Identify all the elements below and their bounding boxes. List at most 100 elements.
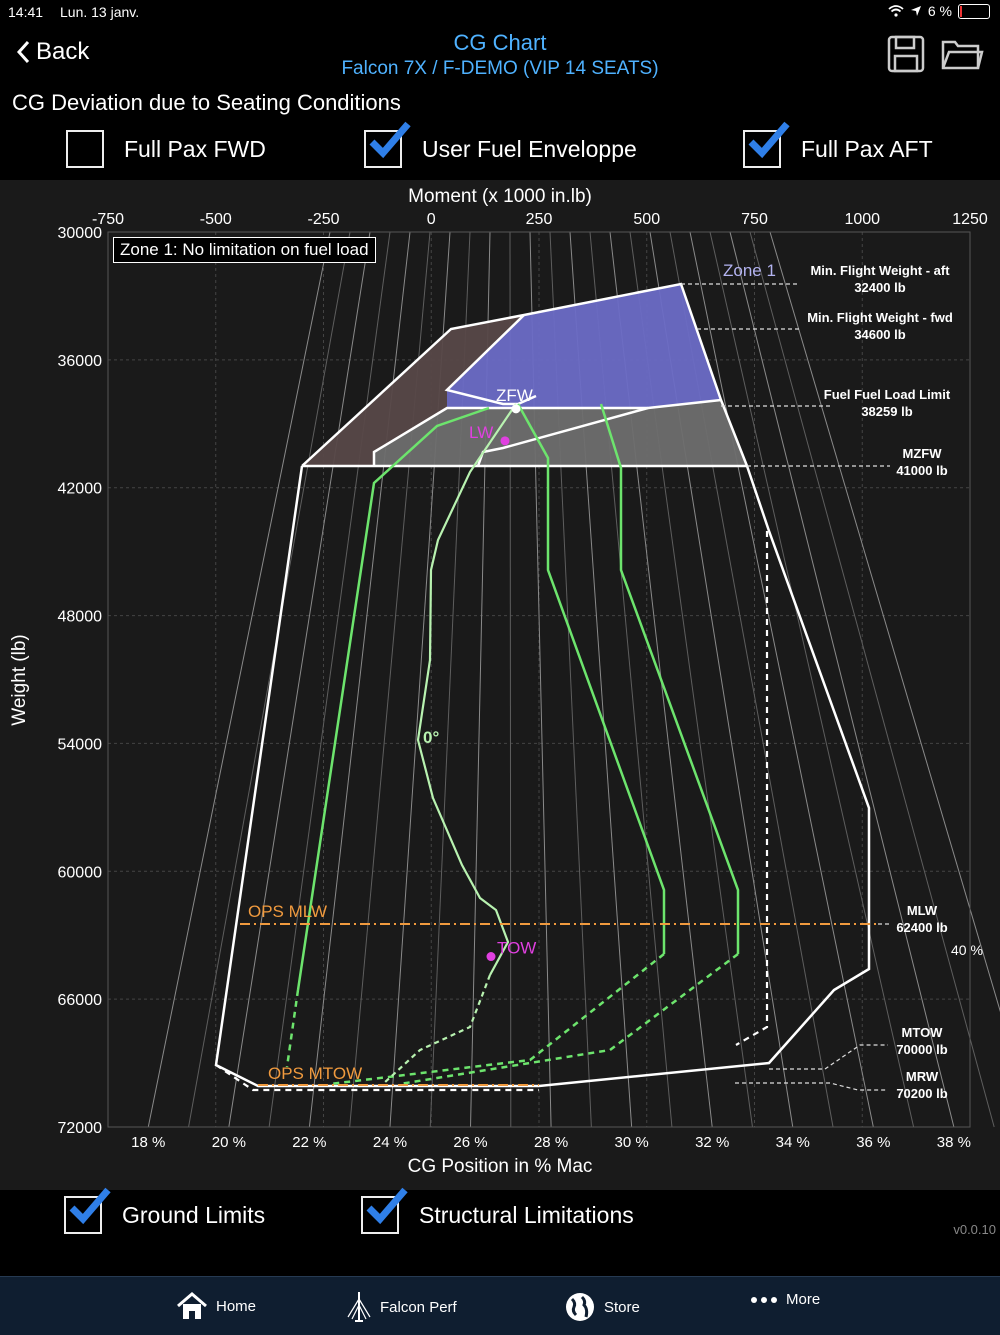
checkbox-box — [361, 1187, 408, 1234]
status-bar: 14:41 Lun. 13 janv. 6 % — [0, 0, 1000, 26]
right-label-title: MRW — [905, 1069, 939, 1084]
structural-limitations-checkbox[interactable]: Structural Limitations — [361, 1187, 634, 1234]
tab-store[interactable]: Store — [564, 1291, 640, 1323]
user-fuel-enveloppe-checkbox[interactable]: User Fuel Enveloppe — [364, 121, 637, 168]
nav-bar: Back CG Chart Falcon 7X / F-DEMO (VIP 14… — [0, 26, 1000, 90]
right-label-value: 41000 lb — [896, 463, 948, 478]
checkbox-box — [364, 121, 411, 168]
zone-label: Zone 1 — [723, 261, 776, 280]
tab-more[interactable]: More — [750, 1291, 820, 1308]
section-title: CG Deviation due to Seating Conditions — [12, 90, 401, 115]
y-tick-label: 42000 — [58, 481, 103, 498]
top-tick-label: -750 — [92, 211, 124, 228]
folder-icon[interactable] — [940, 34, 984, 74]
label-mtow: MTOW 70000 lb — [884, 1024, 960, 1058]
top-tick-label: 0 — [427, 211, 436, 228]
upper-envelope-region — [302, 315, 524, 466]
bottom-tick-label: 34 % — [776, 1134, 810, 1151]
location-icon — [910, 6, 921, 16]
top-tick-label: -250 — [307, 211, 339, 228]
y-tick-label: 30000 — [58, 225, 103, 242]
checkmark-icon — [69, 1187, 111, 1225]
right-label-title: MZFW — [902, 446, 942, 461]
point-label: ZFW — [496, 386, 533, 405]
upper-envelope-outline — [301, 282, 749, 467]
tab-home[interactable]: Home — [176, 1291, 256, 1321]
right-label-value: 38259 lb — [861, 404, 913, 419]
bottom-tick-label: 18 % — [131, 1134, 165, 1151]
battery-percent: 6 % — [927, 3, 952, 19]
right-label-title: Min. Flight Weight - fwd — [807, 310, 953, 325]
zone1-inner-outline — [444, 314, 537, 406]
mac-line — [769, 231, 1000, 1013]
structural-label: Structural Limitations — [419, 1201, 634, 1228]
ground-limits-checkbox[interactable]: Ground Limits — [64, 1187, 265, 1234]
bottom-tick-label: 38 % — [937, 1134, 971, 1151]
mac-line — [188, 231, 351, 1128]
fuel-curve-mid-dashed — [329, 953, 665, 1086]
full-pax-aft-checkbox[interactable]: Full Pax AFT — [743, 121, 933, 168]
falcon-icon — [347, 1292, 371, 1322]
zone1-region — [447, 284, 721, 408]
globe-icon — [566, 1293, 594, 1321]
label-min-flight-weight-fwd: Min. Flight Weight - fwd 34600 lb — [800, 309, 960, 343]
right-label-value: 32400 lb — [854, 280, 906, 295]
user-fuel-curve-dashed — [382, 974, 492, 1085]
tab-label: Store — [604, 1298, 640, 1316]
right-label-title: Fuel Fuel Load Limit — [823, 387, 951, 402]
full-pax-fwd-checkbox[interactable]: Full Pax FWD — [66, 130, 266, 168]
save-icon[interactable] — [886, 34, 926, 74]
chevron-left-icon — [16, 40, 30, 64]
point-label: TOW — [497, 939, 536, 958]
fuel-curve-aft-dashed — [399, 953, 739, 1086]
right-label-title: MLW — [906, 903, 938, 918]
bottom-tick-label: 32 % — [695, 1134, 729, 1151]
zone-note: Zone 1: No limitation on fuel load — [113, 237, 376, 263]
battery-icon — [958, 3, 990, 19]
mtow-dashed-limit — [735, 531, 769, 1046]
point-lw — [500, 436, 510, 446]
checkbox-box — [743, 121, 790, 168]
plot-frame — [107, 231, 971, 1128]
tab-label: More — [786, 1291, 821, 1308]
right-label-value: 70200 lb — [896, 1086, 948, 1101]
ops-mlw-label: OPS MLW — [248, 902, 328, 921]
right-label-title: Min. Flight Weight - aft — [810, 263, 950, 278]
label-leaders — [681, 283, 890, 1091]
version-label: v0.0.10 — [953, 1222, 996, 1237]
right-label-value: 34600 lb — [854, 327, 906, 342]
mac-line — [689, 231, 874, 1128]
user-fuel-curve — [416, 403, 517, 976]
top-tick-label: 750 — [741, 211, 768, 228]
bottom-tick-label: 30 % — [615, 1134, 649, 1151]
home-icon — [177, 1292, 207, 1319]
label-mlw: MLW 62400 lb — [884, 902, 960, 936]
point-label: LW — [469, 423, 493, 442]
more-icon — [751, 1296, 777, 1303]
weight-axis-title: Weight (lb) — [9, 634, 30, 726]
page-title: CG Chart — [453, 30, 547, 55]
label-min-flight-weight-aft: Min. Flight Weight - aft 32400 lb — [800, 262, 960, 296]
back-button[interactable]: Back — [16, 38, 89, 66]
inner-divider-outline — [476, 406, 649, 467]
y-tick-label: 66000 — [58, 992, 103, 1009]
user-fuel-label: User Fuel Enveloppe — [422, 135, 637, 162]
cg-axis-title: CG Position in % Mac — [407, 1156, 593, 1177]
top-tick-label: 1250 — [952, 211, 988, 228]
bottom-tick-label: 36 % — [856, 1134, 890, 1151]
point-zfw — [511, 404, 521, 414]
ops-mtow-label: OPS MTOW — [268, 1064, 363, 1083]
checkbox-box — [66, 130, 104, 168]
bottom-tick-label: 28 % — [534, 1134, 568, 1151]
bottom-options — [0, 1190, 1000, 1276]
y-tick-label: 48000 — [58, 609, 103, 626]
cg-chart[interactable]: 30000 36000 42000 48000 54000 60000 66000 72000… — [0, 180, 1000, 1190]
status-time: 14:41 — [8, 4, 44, 20]
mac-line — [749, 231, 995, 1128]
fuel-curve-mid — [516, 403, 666, 954]
right-label-value: 70000 lb — [896, 1042, 948, 1057]
cg-chart-area: 30000 36000 42000 48000 54000 60000 66000 72000… — [0, 180, 1000, 1190]
bottom-tick-label: 26 % — [453, 1134, 487, 1151]
tab-falcon-perf[interactable]: Falcon Perf — [346, 1291, 457, 1323]
wifi-icon — [888, 5, 904, 17]
